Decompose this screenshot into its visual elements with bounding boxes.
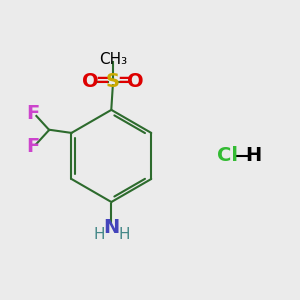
Text: =: = [95, 72, 109, 90]
Text: Cl: Cl [217, 146, 238, 165]
Text: H: H [245, 146, 262, 165]
Text: S: S [106, 72, 120, 91]
Text: O: O [127, 72, 143, 91]
Text: CH₃: CH₃ [99, 52, 127, 67]
Text: O: O [82, 72, 99, 91]
Text: F: F [26, 137, 39, 156]
Text: F: F [26, 104, 39, 123]
Text: N: N [103, 218, 119, 237]
Text: H: H [118, 227, 130, 242]
Text: H: H [93, 227, 105, 242]
Text: =: = [117, 72, 131, 90]
